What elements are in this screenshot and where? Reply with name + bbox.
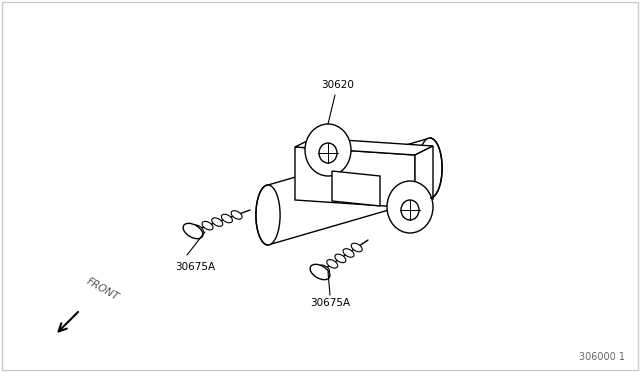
Polygon shape	[268, 138, 430, 245]
Text: 306000 1: 306000 1	[579, 352, 625, 362]
Polygon shape	[295, 147, 415, 208]
Ellipse shape	[310, 264, 330, 280]
Ellipse shape	[183, 223, 203, 239]
Ellipse shape	[319, 143, 337, 163]
Ellipse shape	[343, 249, 354, 257]
Text: 30620: 30620	[321, 80, 355, 90]
Text: 30675A: 30675A	[175, 262, 215, 272]
Polygon shape	[415, 146, 433, 208]
Ellipse shape	[319, 265, 330, 273]
Ellipse shape	[351, 243, 362, 252]
Text: FRONT: FRONT	[85, 276, 121, 302]
Ellipse shape	[212, 218, 223, 226]
Ellipse shape	[202, 221, 213, 230]
Ellipse shape	[327, 260, 338, 268]
Ellipse shape	[221, 214, 232, 223]
Polygon shape	[332, 171, 380, 206]
Ellipse shape	[256, 185, 280, 245]
Polygon shape	[295, 138, 433, 155]
Ellipse shape	[193, 225, 204, 234]
Ellipse shape	[305, 124, 351, 176]
Ellipse shape	[231, 211, 242, 219]
Ellipse shape	[418, 138, 442, 198]
Ellipse shape	[335, 254, 346, 263]
Text: 30675A: 30675A	[310, 298, 350, 308]
Ellipse shape	[401, 200, 419, 220]
Ellipse shape	[387, 181, 433, 233]
